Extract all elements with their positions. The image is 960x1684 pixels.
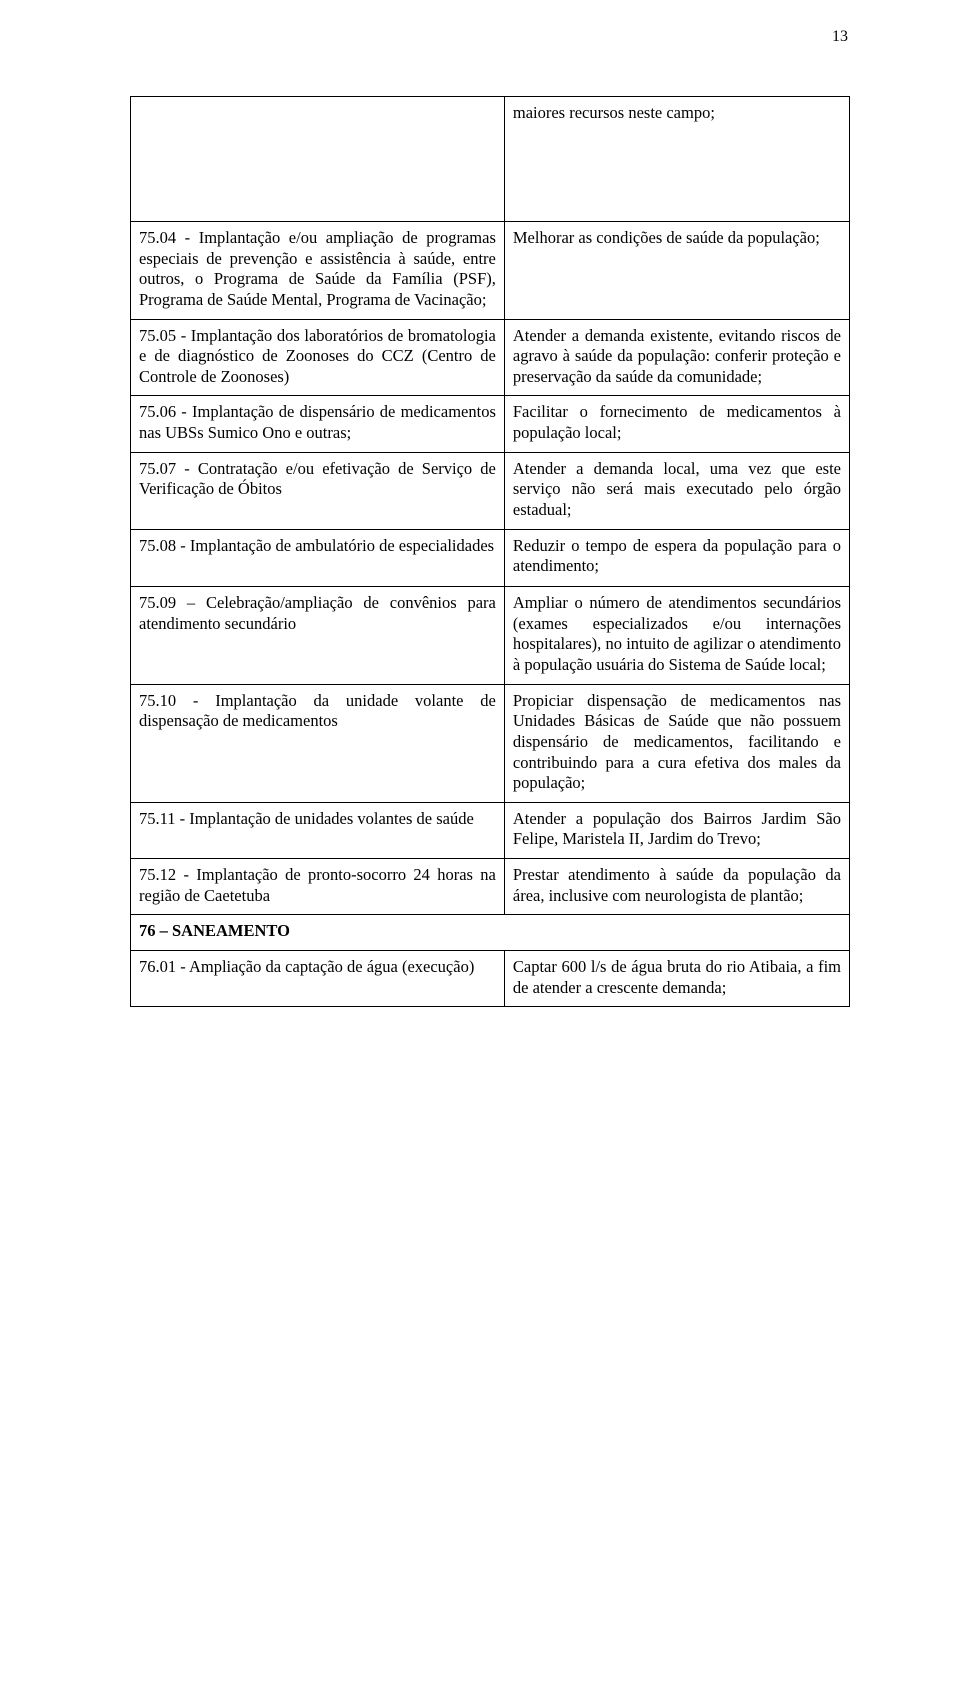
table-row: 75.06 - Implantação de dispensário de me… [131,396,850,452]
cell-left: 75.07 - Contratação e/ou efetivação de S… [131,452,505,529]
cell-text: 75.09 – Celebração/ampliação de convênio… [139,593,496,633]
cell-left: 75.11 - Implantação de unidades volantes… [131,802,505,858]
cell-text: 75.08 - Implantação de ambulatório de es… [139,536,494,555]
table-row: 76.01 - Ampliação da captação de água (e… [131,950,850,1006]
cell-text: Prestar atendimento à saúde da população… [513,865,841,905]
cell-text: 75.11 - Implantação de unidades volantes… [139,809,474,828]
cell-left: 75.08 - Implantação de ambulatório de es… [131,529,505,587]
cell-text: Propiciar dispensação de medicamentos na… [513,691,841,793]
table-row: 75.07 - Contratação e/ou efetivação de S… [131,452,850,529]
cell-text: 75.06 - Implantação de dispensário de me… [139,402,496,442]
section-text: 76 – SANEAMENTO [139,921,290,940]
cell-text: 75.05 - Implantação dos laboratórios de … [139,326,496,386]
page-number: 13 [832,28,848,46]
page: 13 maiores recursos neste campo; 75.04 -… [0,0,960,1684]
cell-right: Facilitar o fornecimento de medicamentos… [504,396,849,452]
spacer [139,556,496,578]
cell-left: 75.10 - Implantação da unidade volante d… [131,684,505,802]
cell-right: Melhorar as condições de saúde da popula… [504,222,849,320]
cell-right: Reduzir o tempo de espera da população p… [504,529,849,587]
cell-right: Atender a demanda local, uma vez que est… [504,452,849,529]
cell-left: 75.06 - Implantação de dispensário de me… [131,396,505,452]
cell-text: 75.07 - Contratação e/ou efetivação de S… [139,459,496,499]
cell-left [131,97,505,222]
cell-right: maiores recursos neste campo; [504,97,849,222]
table-row: 75.04 - Implantação e/ou ampliação de pr… [131,222,850,320]
table-row: 75.09 – Celebração/ampliação de convênio… [131,587,850,685]
cell-text: 76.01 - Ampliação da captação de água (e… [139,957,474,976]
cell-text: Melhorar as condições de saúde da popula… [513,228,820,247]
cell-text: maiores recursos neste campo; [513,103,715,122]
table-row: maiores recursos neste campo; [131,97,850,222]
table-row: 75.11 - Implantação de unidades volantes… [131,802,850,858]
cell-left: 75.09 – Celebração/ampliação de convênio… [131,587,505,685]
table-row: 75.10 - Implantação da unidade volante d… [131,684,850,802]
section-row: 76 – SANEAMENTO [131,915,850,951]
content-table: maiores recursos neste campo; 75.04 - Im… [130,96,850,1007]
cell-left: 75.05 - Implantação dos laboratórios de … [131,319,505,396]
section-title: 76 – SANEAMENTO [131,915,850,951]
table-row: 75.12 - Implantação de pronto-socorro 24… [131,859,850,915]
cell-text: Atender a demanda local, uma vez que est… [513,459,841,519]
cell-right: Propiciar dispensação de medicamentos na… [504,684,849,802]
table-row: 75.08 - Implantação de ambulatório de es… [131,529,850,587]
cell-text: 75.12 - Implantação de pronto-socorro 24… [139,865,496,905]
cell-text: Atender a população dos Bairros Jardim S… [513,809,841,849]
cell-right: Captar 600 l/s de água bruta do rio Atib… [504,950,849,1006]
table-row: 75.05 - Implantação dos laboratórios de … [131,319,850,396]
cell-text: Facilitar o fornecimento de medicamentos… [513,402,841,442]
cell-right: Prestar atendimento à saúde da população… [504,859,849,915]
cell-text: 75.04 - Implantação e/ou ampliação de pr… [139,228,496,309]
cell-text: Ampliar o número de atendimentos secundá… [513,593,841,674]
cell-left: 76.01 - Ampliação da captação de água (e… [131,950,505,1006]
cell-text: 75.10 - Implantação da unidade volante d… [139,691,496,731]
cell-right: Atender a demanda existente, evitando ri… [504,319,849,396]
cell-right: Atender a população dos Bairros Jardim S… [504,802,849,858]
cell-text: Reduzir o tempo de espera da população p… [513,536,841,576]
cell-left: 75.04 - Implantação e/ou ampliação de pr… [131,222,505,320]
cell-text: Atender a demanda existente, evitando ri… [513,326,841,386]
cell-text: Captar 600 l/s de água bruta do rio Atib… [513,957,841,997]
cell-left: 75.12 - Implantação de pronto-socorro 24… [131,859,505,915]
cell-right: Ampliar o número de atendimentos secundá… [504,587,849,685]
